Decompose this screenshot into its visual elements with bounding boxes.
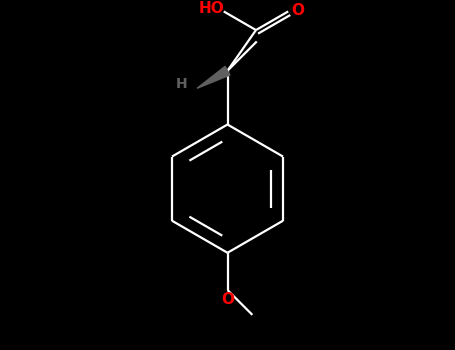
Text: O: O [291,3,304,18]
Text: H: H [176,77,187,91]
Text: O: O [221,292,234,307]
Polygon shape [197,66,230,88]
Text: HO: HO [198,1,224,16]
